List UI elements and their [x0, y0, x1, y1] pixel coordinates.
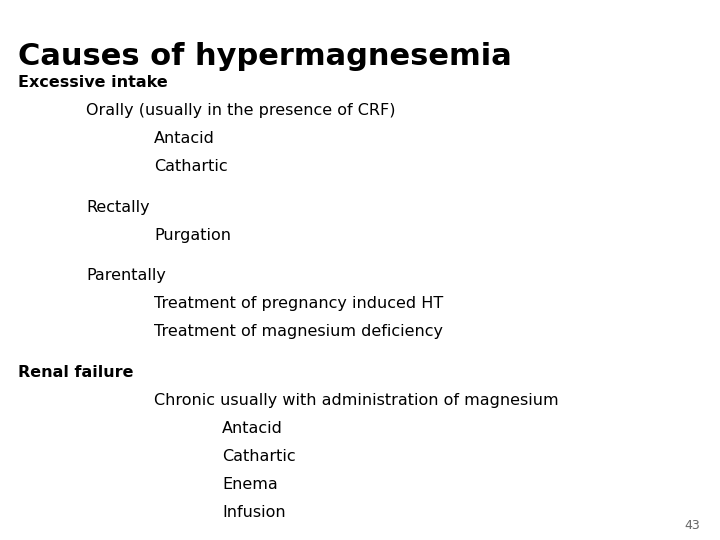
Text: Chronic usually with administration of magnesium: Chronic usually with administration of m…	[154, 393, 559, 408]
Text: Excessive intake: Excessive intake	[18, 75, 168, 90]
Text: Renal failure: Renal failure	[18, 365, 133, 380]
Text: Cathartic: Cathartic	[222, 449, 296, 464]
Text: Orally (usually in the presence of CRF): Orally (usually in the presence of CRF)	[86, 103, 395, 118]
Text: Rectally: Rectally	[86, 200, 150, 214]
Text: Infusion: Infusion	[222, 505, 286, 520]
Text: Antacid: Antacid	[154, 131, 215, 146]
Text: Parentally: Parentally	[86, 268, 166, 283]
Text: 43: 43	[684, 519, 700, 532]
Text: Antacid: Antacid	[222, 421, 283, 436]
Text: Cathartic: Cathartic	[154, 159, 228, 174]
Text: Treatment of pregnancy induced HT: Treatment of pregnancy induced HT	[154, 296, 444, 311]
Text: Causes of hypermagnesemia: Causes of hypermagnesemia	[18, 42, 512, 71]
Text: Purgation: Purgation	[154, 227, 231, 242]
Text: Enema: Enema	[222, 477, 278, 492]
Text: Treatment of magnesium deficiency: Treatment of magnesium deficiency	[154, 324, 443, 339]
